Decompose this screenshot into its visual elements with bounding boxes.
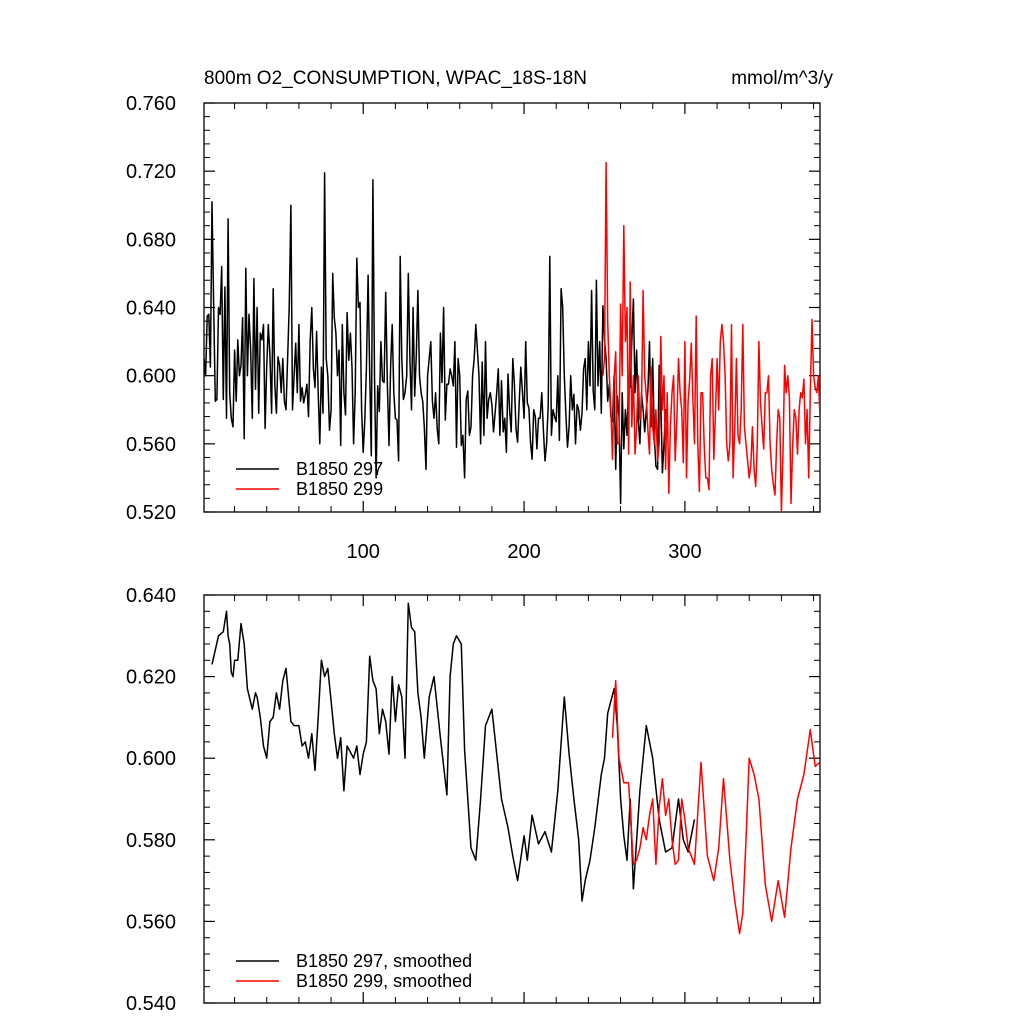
legend-label: B1850 297	[296, 459, 383, 479]
plot-frame	[203, 594, 821, 1004]
y-tick-label: 0.560	[126, 434, 176, 456]
y-tick-label: 0.760	[126, 93, 176, 115]
legend-label: B1850 297, smoothed	[296, 951, 472, 971]
series-line-b1850-299	[602, 161, 820, 512]
y-tick-label: 0.640	[126, 298, 176, 320]
x-tick-label: 300	[668, 541, 701, 563]
y-tick-label: 0.600	[126, 748, 176, 770]
series-line-b1850-297-smoothed	[211, 602, 696, 902]
x-tick-label: 100	[347, 541, 380, 563]
series-line-b1850-297	[204, 172, 668, 505]
x-tick-label: 200	[507, 541, 540, 563]
y-tick-label: 0.560	[126, 911, 176, 933]
y-tick-label: 0.520	[126, 502, 176, 524]
legend-label: B1850 299	[296, 479, 383, 499]
top-panel-raw-timeseries: 0.520 0.560 0.600 0.640 0.680 0.720 0.760 100 20…	[126, 68, 834, 563]
series-line-b1850-299-smoothed	[611, 679, 820, 935]
y-tick-label: 0.580	[126, 830, 176, 852]
bottom-panel-smoothed-timeseries: 0.540 0.560 0.580 0.600 0.620 0.640 B1850 297,…	[126, 585, 821, 1015]
y-tick-label: 0.600	[126, 366, 176, 388]
chart-title: 800m O2_CONSUMPTION, WPAC_18S-18N	[204, 68, 587, 89]
y-tick-label: 0.720	[126, 161, 176, 183]
legend-label: B1850 299, smoothed	[296, 971, 472, 991]
y-tick-label: 0.640	[126, 585, 176, 607]
units-label: mmol/m^3/y	[731, 68, 833, 89]
y-tick-label: 0.680	[126, 229, 176, 251]
y-tick-label: 0.620	[126, 667, 176, 689]
y-tick-label: 0.540	[126, 993, 176, 1015]
